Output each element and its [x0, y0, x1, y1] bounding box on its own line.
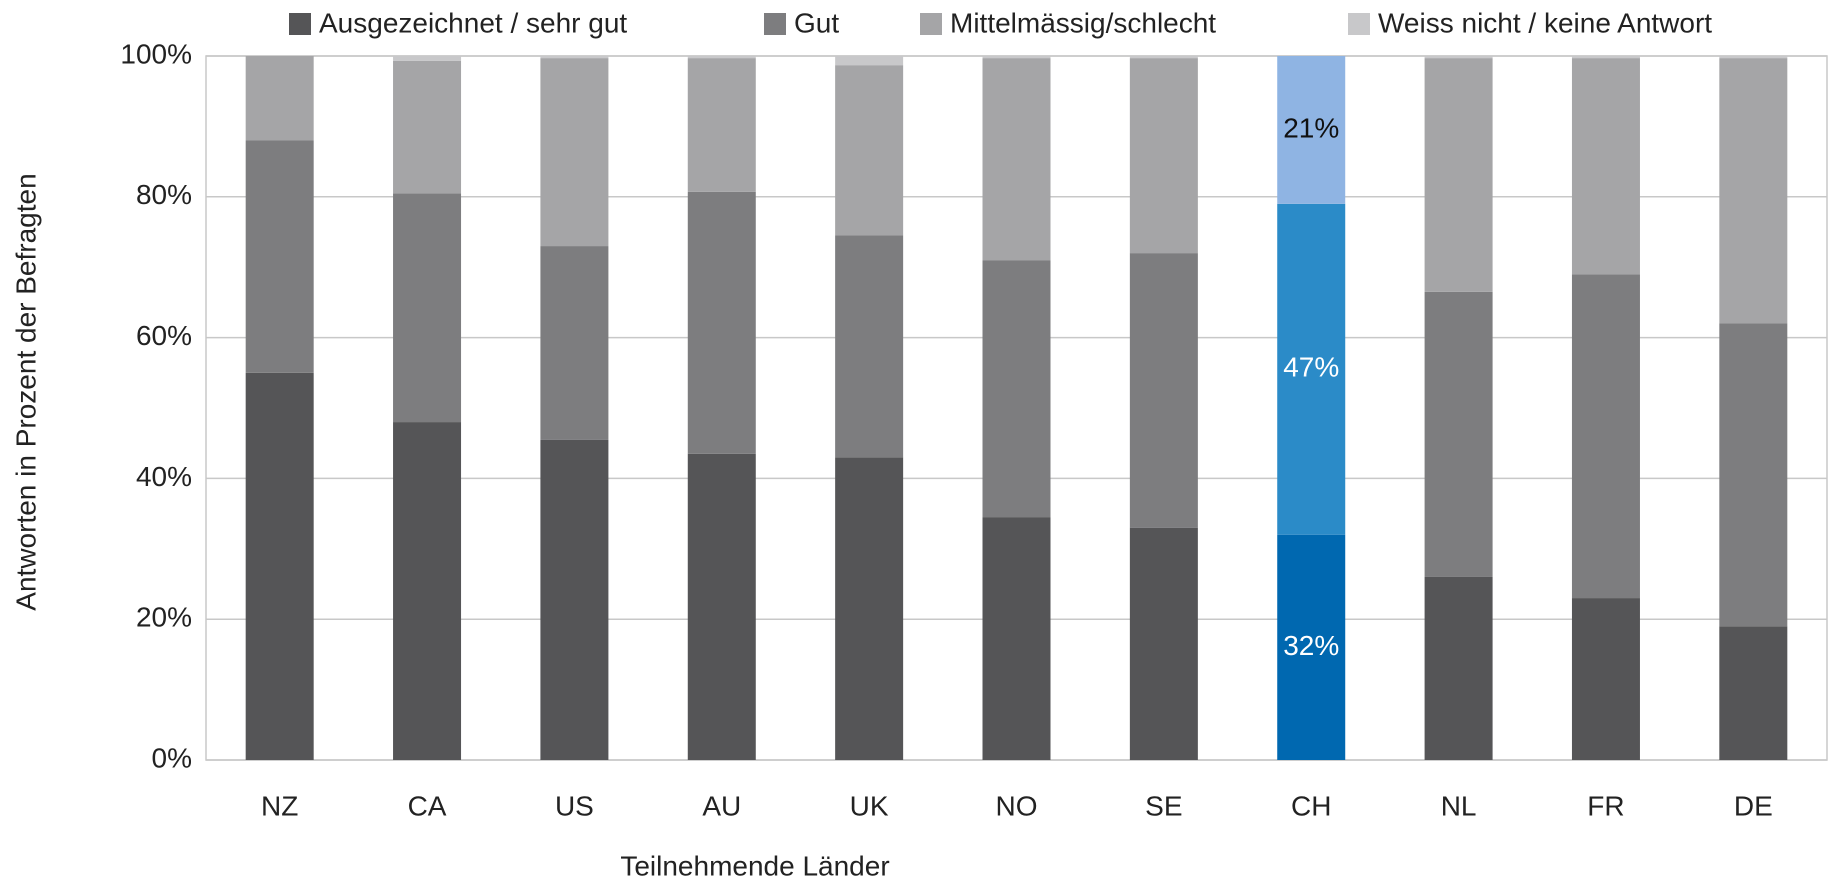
bar-segment: [1424, 56, 1493, 59]
bar-segment: [1277, 203, 1346, 535]
data-label: 32%: [1283, 630, 1339, 661]
bar-segment: [835, 65, 904, 236]
bar-segment: [1129, 527, 1198, 760]
bar-segment: [540, 439, 609, 760]
y-tick-label: 40%: [136, 461, 192, 492]
bar-segment: [393, 422, 462, 760]
bar-segment: [1719, 626, 1788, 760]
legend-label: Ausgezeichnet / sehr gut: [319, 7, 627, 38]
x-tick-label: DE: [1734, 790, 1773, 821]
x-tick-label: UK: [850, 790, 889, 821]
bar-segment: [540, 246, 609, 440]
bar-segment: [1571, 58, 1640, 275]
bar-segment: [1719, 323, 1788, 627]
y-tick-label: 80%: [136, 179, 192, 210]
y-tick-label: 60%: [136, 320, 192, 351]
bar-segment: [1424, 291, 1493, 577]
bar-segment: [393, 193, 462, 423]
bar-segment: [687, 191, 756, 454]
bar-segment: [1277, 534, 1346, 760]
data-label: 21%: [1283, 112, 1339, 143]
legend-swatch: [289, 13, 311, 35]
x-tick-label: CH: [1291, 790, 1331, 821]
bar-segment: [982, 56, 1051, 59]
legend-swatch: [764, 13, 786, 35]
bar-segment: [540, 58, 609, 247]
legend-label: Gut: [794, 7, 839, 38]
x-tick-label: NZ: [261, 790, 298, 821]
bar-segment: [835, 457, 904, 760]
y-axis-title: Antworten in Prozent der Befragten: [10, 173, 41, 610]
x-tick-label: AU: [702, 790, 741, 821]
y-tick-label: 100%: [120, 38, 192, 69]
bar-segment: [1424, 576, 1493, 760]
bar-segment: [835, 56, 904, 66]
bar-segment: [1129, 253, 1198, 528]
bar-segment: [982, 260, 1051, 518]
x-tick-label: SE: [1145, 790, 1182, 821]
x-tick-label: CA: [408, 790, 447, 821]
x-tick-label: NO: [996, 790, 1038, 821]
y-tick-label: 20%: [136, 602, 192, 633]
y-tick-label: 0%: [152, 742, 192, 773]
x-tick-label: FR: [1587, 790, 1624, 821]
bar-segment: [540, 56, 609, 59]
legend-swatch: [920, 13, 942, 35]
bar-segment: [687, 453, 756, 760]
bar-segment: [1719, 56, 1788, 59]
bar-segment: [982, 58, 1051, 261]
x-axis-title: Teilnehmende Länder: [620, 850, 889, 881]
bar-segment: [245, 140, 314, 373]
bar-segment: [1719, 58, 1788, 324]
legend-label: Weiss nicht / keine Antwort: [1378, 7, 1712, 38]
bar-segment: [687, 56, 756, 59]
bar-segment: [393, 56, 462, 61]
bar-segment: [1571, 598, 1640, 760]
bar-segment: [687, 58, 756, 192]
legend-swatch: [1348, 13, 1370, 35]
x-tick-label: US: [555, 790, 594, 821]
bar-segment: [245, 372, 314, 760]
bar-segment: [1277, 56, 1346, 204]
legend-label: Mittelmässig/schlecht: [950, 7, 1216, 38]
bar-segment: [393, 60, 462, 194]
data-label: 47%: [1283, 352, 1339, 383]
bar-segment: [1424, 58, 1493, 292]
bar-segment: [1571, 56, 1640, 59]
bar-segment: [835, 235, 904, 458]
bar-segment: [1129, 56, 1198, 59]
x-tick-label: NL: [1441, 790, 1477, 821]
bar-segment: [245, 56, 314, 141]
bar-segment: [982, 517, 1051, 760]
bar-segment: [1129, 58, 1198, 254]
bar-segment: [1571, 274, 1640, 599]
